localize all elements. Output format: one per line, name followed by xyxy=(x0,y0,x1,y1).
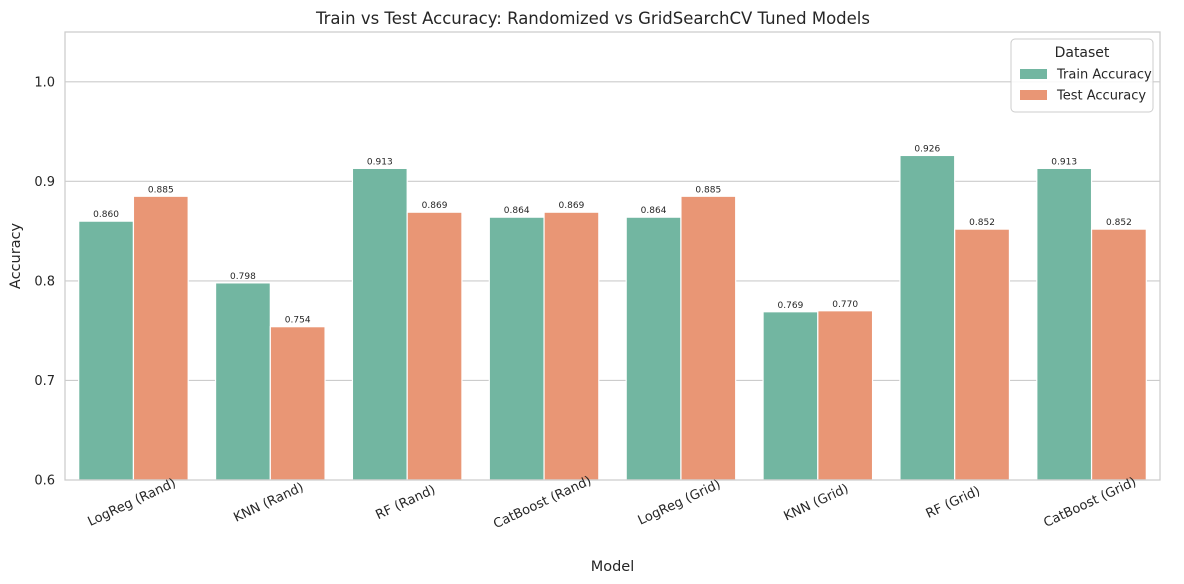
bar-value-label: 0.754 xyxy=(285,316,311,326)
legend-swatch xyxy=(1020,90,1047,100)
bar-train xyxy=(899,154,956,481)
chart-title: Train vs Test Accuracy: Randomized vs Gr… xyxy=(315,9,870,28)
y-tick-label: 0.9 xyxy=(34,175,55,190)
bar-value-label: 0.860 xyxy=(93,210,119,220)
bar-train xyxy=(762,311,819,481)
x-axis-label: Model xyxy=(591,559,635,575)
bar-test xyxy=(1090,228,1147,481)
y-axis-label: Accuracy xyxy=(8,222,24,289)
bar-value-label: 0.864 xyxy=(641,206,667,216)
bar-train xyxy=(1036,167,1093,481)
bars xyxy=(78,154,1147,481)
bar-value-label: 0.864 xyxy=(504,206,530,216)
bar-value-label: 0.852 xyxy=(1106,218,1132,228)
bar-value-label: 0.869 xyxy=(422,201,448,211)
bar-test xyxy=(954,228,1011,481)
bar-train xyxy=(625,216,682,481)
bar-test xyxy=(132,195,189,481)
bar-value-label: 0.769 xyxy=(778,301,804,311)
bar-value-label: 0.885 xyxy=(695,185,721,195)
bar-test xyxy=(406,211,463,481)
y-tick-label: 1.0 xyxy=(34,75,55,90)
legend-swatch xyxy=(1020,69,1047,79)
bar-test xyxy=(543,211,600,481)
bar-value-label: 0.885 xyxy=(148,185,174,195)
bar-value-label: 0.770 xyxy=(832,300,858,310)
legend: Dataset Train Accuracy Test Accuracy xyxy=(1010,38,1154,113)
plot-frame xyxy=(64,31,1161,481)
y-tick-label: 0.7 xyxy=(34,374,55,389)
bar-test xyxy=(269,326,326,481)
bar-value-label: 0.926 xyxy=(914,144,940,154)
legend-entry-label: Train Accuracy xyxy=(1056,68,1152,83)
bar-train xyxy=(214,282,271,481)
bar-train xyxy=(351,167,408,481)
bar-value-label: 0.869 xyxy=(559,201,585,211)
y-tick-label: 0.8 xyxy=(34,274,55,289)
bar-value-label: 0.852 xyxy=(969,218,995,228)
bar-test xyxy=(817,310,874,481)
bar-train xyxy=(78,220,135,481)
y-tick-label: 0.6 xyxy=(34,474,55,489)
bar-test xyxy=(680,195,737,481)
bar-value-label: 0.913 xyxy=(1051,157,1077,167)
bar-train xyxy=(488,216,545,481)
legend-title: Dataset xyxy=(1055,45,1110,61)
y-axis-ticks: 0.6 0.7 0.8 0.9 1.0 xyxy=(34,75,55,488)
legend-entry-label: Test Accuracy xyxy=(1056,89,1146,104)
bar-value-label: 0.798 xyxy=(230,272,256,282)
bar-value-label: 0.913 xyxy=(367,157,393,167)
data-labels: 0.860 0.885 0.798 0.754 0.913 0.869 0.864 0.869… xyxy=(93,144,1132,325)
